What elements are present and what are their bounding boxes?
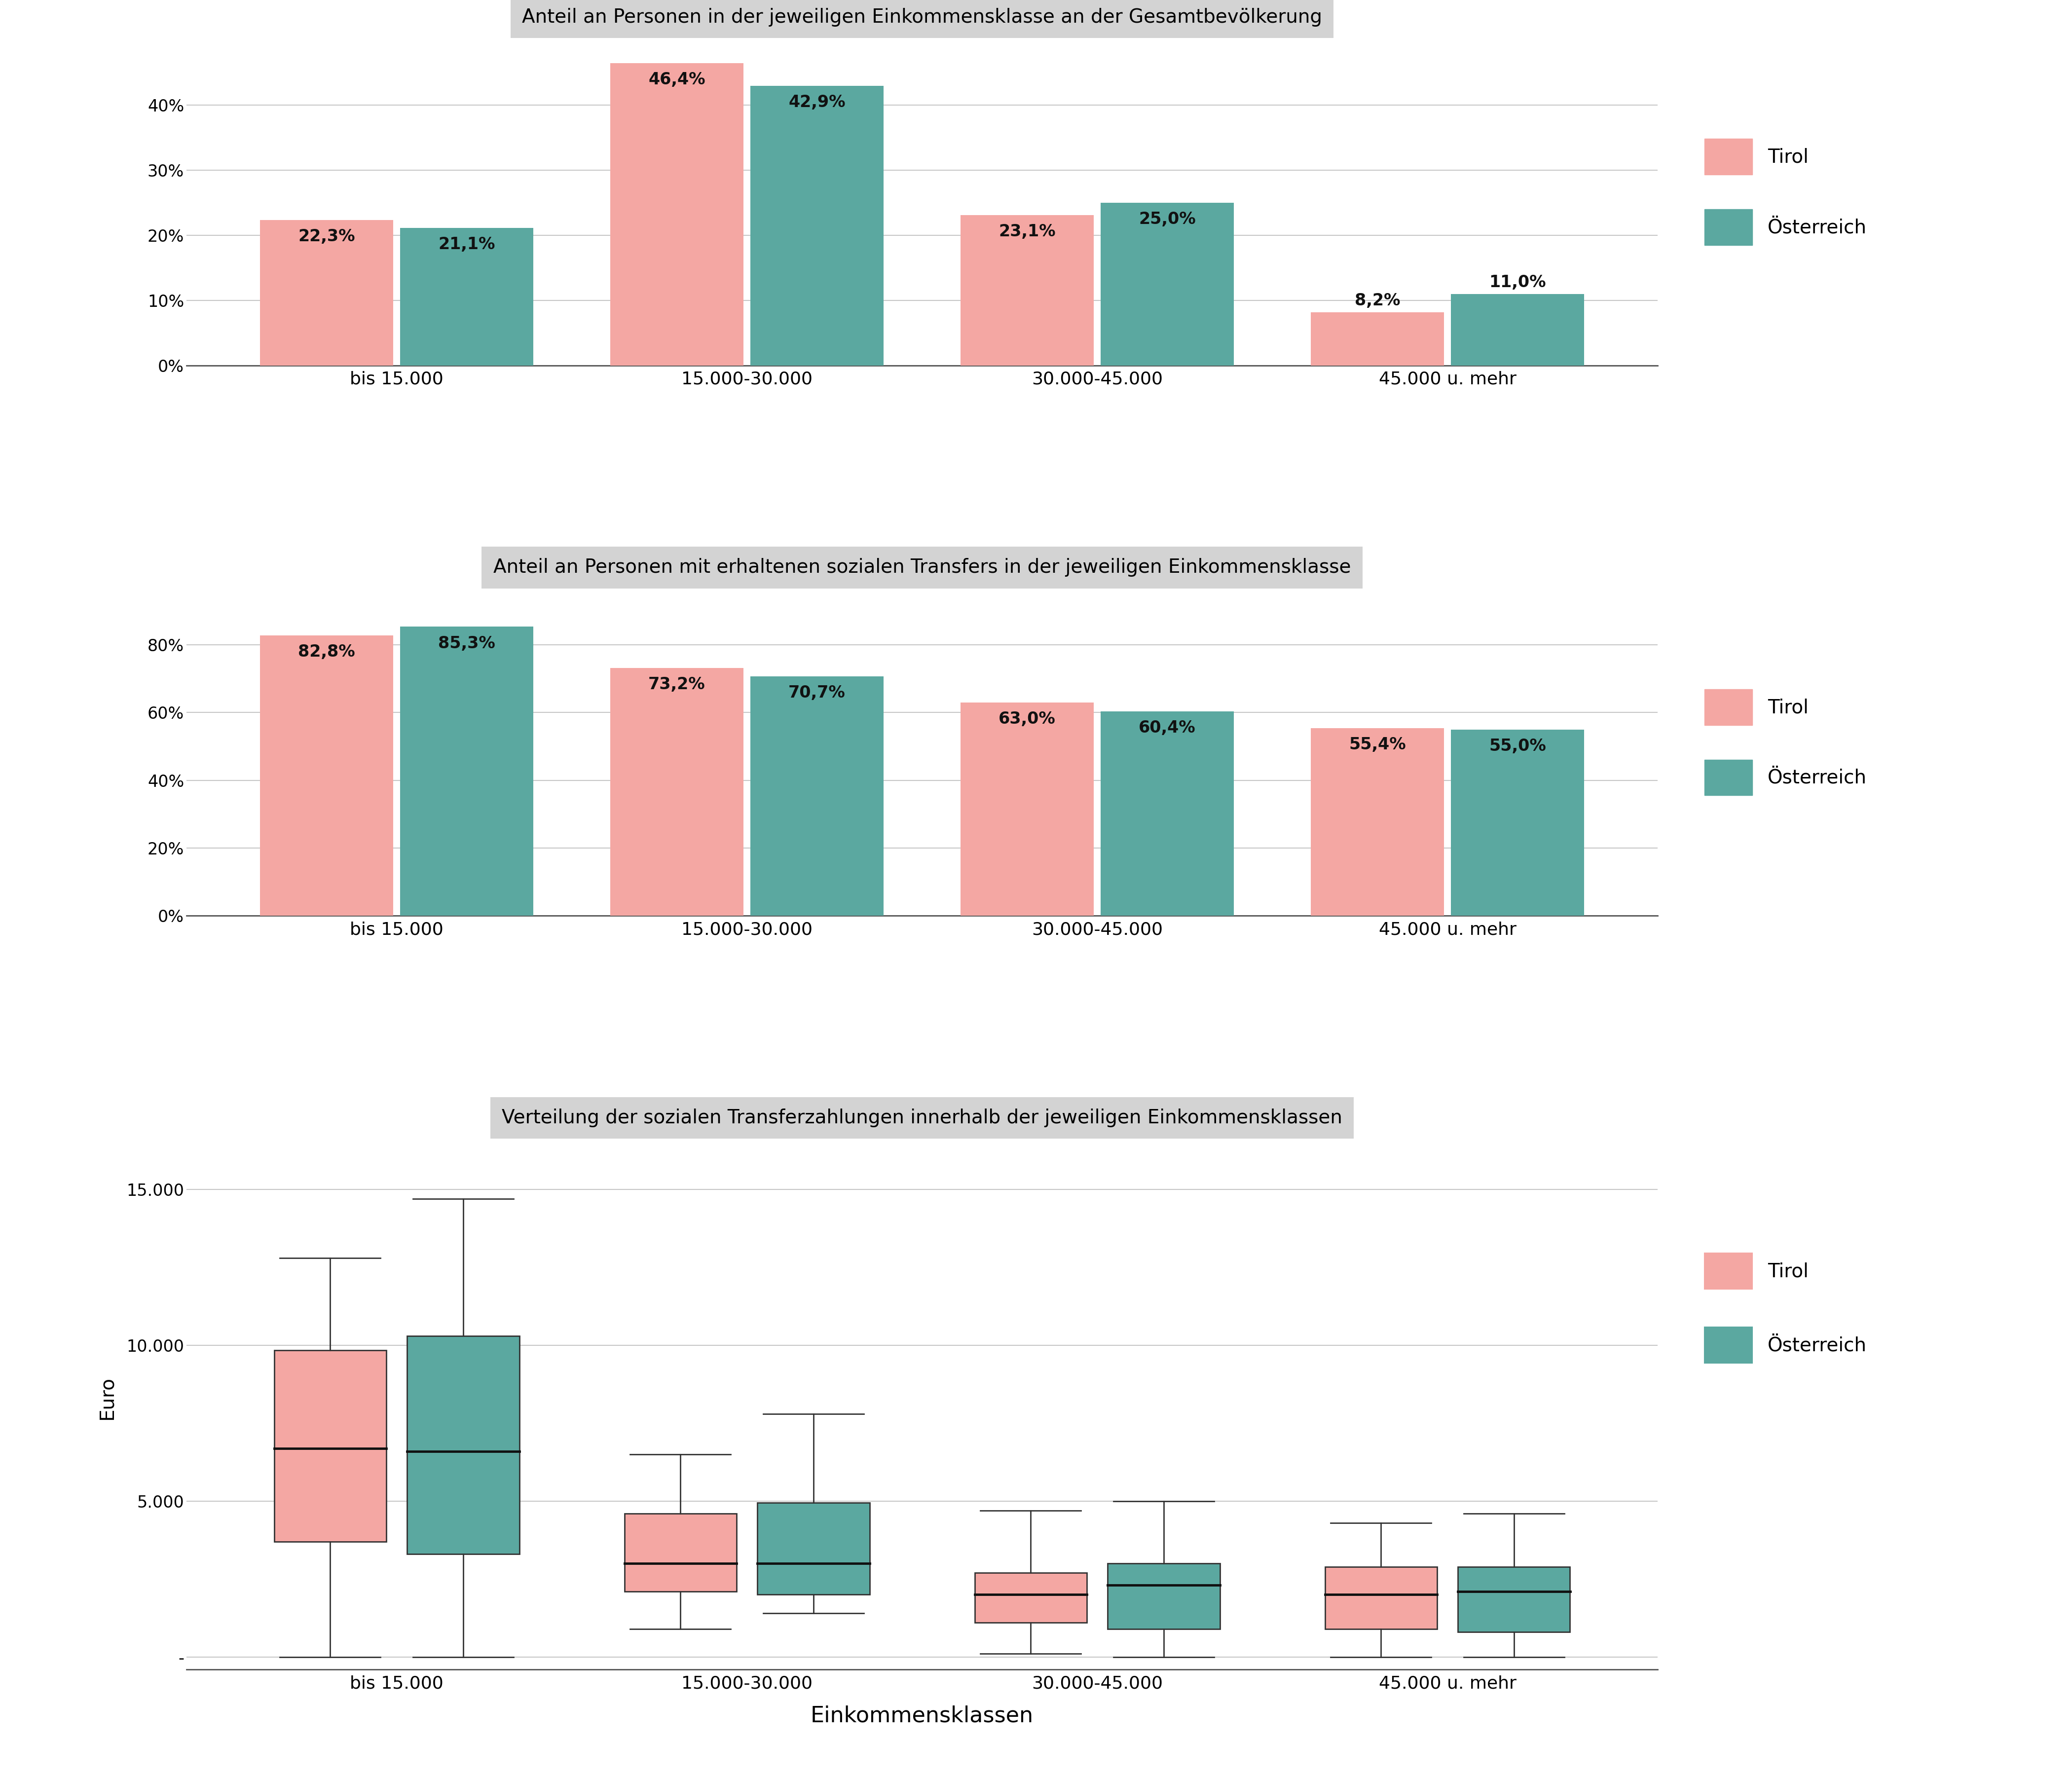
Text: 85,3%: 85,3%	[437, 636, 495, 652]
Text: 82,8%: 82,8%	[298, 643, 354, 661]
Bar	[750, 85, 883, 366]
Bar	[961, 702, 1094, 916]
Text: 25,0%: 25,0%	[1140, 211, 1196, 227]
Text: 55,4%: 55,4%	[1349, 737, 1407, 753]
Bar	[1100, 710, 1233, 916]
Bar	[750, 677, 883, 916]
Text: 42,9%: 42,9%	[789, 94, 845, 110]
Bar	[1459, 1566, 1571, 1632]
Title: Verteilung der sozialen Transferzahlungen innerhalb der jeweiligen Einkommenskla: Verteilung der sozialen Transferzahlunge…	[501, 1108, 1343, 1128]
Bar	[1324, 1566, 1438, 1629]
Bar	[1312, 728, 1444, 916]
Text: 21,1%: 21,1%	[439, 236, 495, 252]
Title: Anteil an Personen mit erhaltenen sozialen Transfers in der jeweiligen Einkommen: Anteil an Personen mit erhaltenen sozial…	[493, 558, 1351, 577]
Bar	[259, 636, 394, 916]
Bar	[611, 64, 744, 366]
Bar	[1450, 293, 1583, 366]
Text: 23,1%: 23,1%	[999, 224, 1055, 240]
Bar	[974, 1574, 1086, 1623]
Bar	[1450, 730, 1583, 916]
Text: 46,4%: 46,4%	[649, 71, 704, 87]
Text: 63,0%: 63,0%	[999, 710, 1055, 726]
Bar	[1100, 202, 1233, 366]
Bar	[624, 1513, 736, 1591]
Y-axis label: Euro: Euro	[97, 1376, 116, 1421]
Bar	[611, 668, 744, 916]
Bar	[1312, 313, 1444, 366]
Text: 22,3%: 22,3%	[298, 229, 354, 245]
Bar	[758, 1502, 870, 1595]
Legend: Tirol, Österreich: Tirol, Österreich	[1697, 131, 1875, 252]
Text: 60,4%: 60,4%	[1140, 719, 1196, 735]
Title: Anteil an Personen in der jeweiligen Einkommensklasse an der Gesamtbevölkerung: Anteil an Personen in der jeweiligen Ein…	[522, 7, 1322, 27]
Legend: Tirol, Österreich: Tirol, Österreich	[1697, 682, 1875, 803]
Bar	[274, 1350, 385, 1542]
Text: 8,2%: 8,2%	[1355, 293, 1401, 309]
Bar	[400, 227, 533, 366]
X-axis label: Einkommensklassen: Einkommensklassen	[810, 1705, 1034, 1726]
Legend: Tirol, Österreich: Tirol, Österreich	[1697, 1245, 1875, 1371]
Bar	[406, 1336, 520, 1554]
Bar	[400, 627, 533, 916]
Text: 55,0%: 55,0%	[1490, 737, 1546, 755]
Text: 70,7%: 70,7%	[789, 686, 845, 702]
Bar	[961, 215, 1094, 366]
Bar	[1109, 1563, 1220, 1629]
Text: 11,0%: 11,0%	[1490, 274, 1546, 291]
Text: 73,2%: 73,2%	[649, 677, 704, 693]
Bar	[259, 220, 394, 366]
